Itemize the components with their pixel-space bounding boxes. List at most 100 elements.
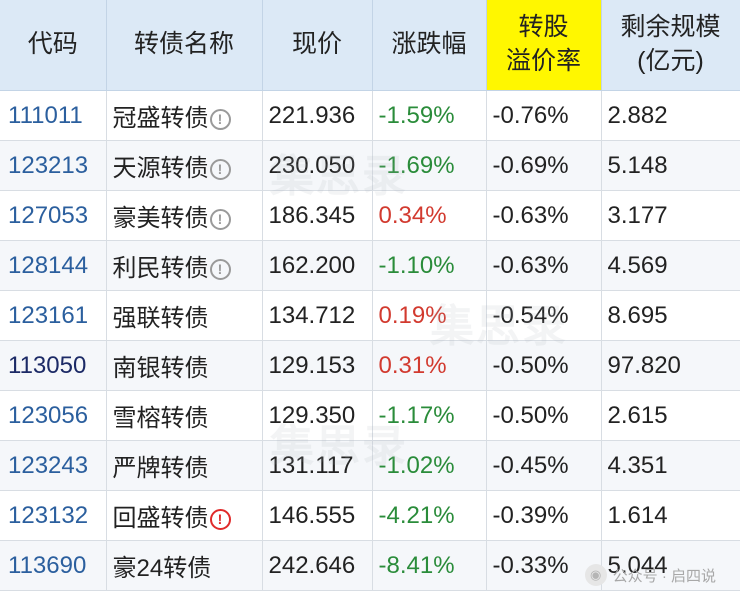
cell-price: 129.350 <box>261 390 373 441</box>
cell-scale-text: 5.148 <box>607 151 668 179</box>
header-code[interactable]: 代码 <box>0 0 107 91</box>
cell-scale-text: 4.351 <box>607 451 668 479</box>
cell-change-text: -1.02% <box>378 451 455 479</box>
cell-name[interactable]: 强联转债 <box>105 290 263 341</box>
cell-code[interactable]: 123056 <box>0 390 107 441</box>
cell-name-text: 严牌转债 <box>112 455 209 482</box>
cell-name[interactable]: 回盛转债! <box>105 490 263 541</box>
cell-code[interactable]: 127053 <box>0 190 107 241</box>
cell-premium-text: -0.39% <box>492 501 569 529</box>
table-row[interactable]: 113050 南银转债 129.153 0.31% -0.50% 97.820 <box>0 340 740 391</box>
cell-name[interactable]: 雪榕转债 <box>105 390 263 441</box>
cell-premium: -0.63% <box>485 190 602 241</box>
cell-scale: 1.614 <box>600 490 740 541</box>
cell-change-text: 0.19% <box>378 301 447 329</box>
header-scale[interactable]: 剩余规模 (亿元) <box>600 0 740 91</box>
cell-scale-text: 3.177 <box>607 201 668 229</box>
info-exclamation-icon[interactable]: ! <box>209 159 231 180</box>
cell-scale-text: 8.695 <box>607 301 668 329</box>
cell-scale-text: 2.615 <box>607 401 668 429</box>
cell-name-text: 利民转债 <box>112 255 209 282</box>
cell-price-text: 129.153 <box>268 351 356 379</box>
table-row[interactable]: 127053 豪美转债! 186.345 0.34% -0.63% 3.177 <box>0 190 740 241</box>
cell-price-text: 129.350 <box>268 401 356 429</box>
cell-scale: 4.569 <box>600 240 740 291</box>
cell-scale-text: 2.882 <box>607 101 668 129</box>
alert-exclamation-icon[interactable]: ! <box>209 509 231 530</box>
cell-code-text: 123132 <box>8 501 89 529</box>
cell-premium: -0.54% <box>485 290 602 341</box>
cell-change: -1.02% <box>371 440 487 491</box>
cell-price: 146.555 <box>261 490 373 541</box>
cell-name[interactable]: 南银转债 <box>105 340 263 391</box>
header-change[interactable]: 涨跌幅 <box>371 0 487 91</box>
cell-premium-text: -0.50% <box>492 401 569 429</box>
cell-name[interactable]: 豪美转债! <box>105 190 263 241</box>
cell-code[interactable]: 113050 <box>0 340 107 391</box>
cell-scale: 5.148 <box>600 140 740 191</box>
table-row[interactable]: 123132 回盛转债! 146.555 -4.21% -0.39% 1.614 <box>0 490 740 541</box>
cell-price-text: 186.345 <box>268 201 356 229</box>
cell-code[interactable]: 128144 <box>0 240 107 291</box>
table-row[interactable]: 111011 冠盛转债! 221.936 -1.59% -0.76% 2.882 <box>0 90 740 141</box>
cell-code-text: 113690 <box>8 551 87 579</box>
cell-code[interactable]: 113690 <box>0 540 107 591</box>
table-row[interactable]: 123243 严牌转债 131.117 -1.02% -0.45% 4.351 <box>0 440 740 491</box>
cell-scale: 8.695 <box>600 290 740 341</box>
cell-change: -1.10% <box>371 240 487 291</box>
cell-name[interactable]: 利民转债! <box>105 240 263 291</box>
cell-premium-text: -0.69% <box>492 151 569 179</box>
cell-code-text: 123243 <box>8 451 89 479</box>
header-premium[interactable]: 转股 溢价率 <box>485 0 602 91</box>
cell-change: -1.69% <box>371 140 487 191</box>
cell-name[interactable]: 严牌转债 <box>105 440 263 491</box>
cell-change: -1.17% <box>371 390 487 441</box>
cell-change-text: -4.21% <box>378 501 455 529</box>
cell-code[interactable]: 111011 <box>0 90 107 141</box>
cell-name[interactable]: 冠盛转债! <box>105 90 263 141</box>
cell-name-text: 天源转债 <box>112 155 209 182</box>
cell-premium: -0.50% <box>485 340 602 391</box>
cell-code[interactable]: 123213 <box>0 140 107 191</box>
cell-change: 0.19% <box>371 290 487 341</box>
cell-price: 162.200 <box>261 240 373 291</box>
header-premium-label: 转股 溢价率 <box>505 13 581 75</box>
cell-code[interactable]: 123132 <box>0 490 107 541</box>
table-row[interactable]: 123161 强联转债 134.712 0.19% -0.54% 8.695 <box>0 290 740 341</box>
cell-change: -4.21% <box>371 490 487 541</box>
cell-change: 0.34% <box>371 190 487 241</box>
cell-name-text: 强联转债 <box>112 305 209 332</box>
cell-change-text: -8.41% <box>378 551 455 579</box>
cell-premium-text: -0.63% <box>492 251 569 279</box>
table-row[interactable]: 123056 雪榕转债 129.350 -1.17% -0.50% 2.615 <box>0 390 740 441</box>
cell-premium-text: -0.50% <box>492 351 569 379</box>
credit-text: 公众号 · 启四说 <box>612 567 716 585</box>
header-price[interactable]: 现价 <box>261 0 373 91</box>
header-name[interactable]: 转债名称 <box>105 0 263 91</box>
table-row[interactable]: 128144 利民转债! 162.200 -1.10% -0.63% 4.569 <box>0 240 740 291</box>
cell-premium: -0.33% <box>485 540 602 591</box>
cell-scale: 5.044 <box>600 540 740 591</box>
table-row[interactable]: 113690 豪24转债 242.646 -8.41% -0.33% 5.044 <box>0 540 740 591</box>
cell-change: -8.41% <box>371 540 487 591</box>
info-exclamation-icon[interactable]: ! <box>209 209 231 230</box>
cell-name[interactable]: 豪24转债 <box>105 540 263 591</box>
cell-premium: -0.50% <box>485 390 602 441</box>
cell-scale: 3.177 <box>600 190 740 241</box>
table-body: 111011 冠盛转债! 221.936 -1.59% -0.76% 2.882 12321… <box>0 90 740 591</box>
info-exclamation-icon[interactable]: ! <box>209 109 231 130</box>
cell-change: -1.59% <box>371 90 487 141</box>
cell-scale-text: 97.820 <box>607 351 681 379</box>
cell-scale-text: 5.044 <box>607 551 668 579</box>
info-exclamation-icon[interactable]: ! <box>209 259 231 280</box>
cell-price: 129.153 <box>261 340 373 391</box>
cell-name[interactable]: 天源转债! <box>105 140 263 191</box>
cell-premium-text: -0.54% <box>492 301 569 329</box>
table-row[interactable]: 123213 天源转债! 230.050 -1.69% -0.69% 5.148 <box>0 140 740 191</box>
cell-price-text: 230.050 <box>268 151 356 179</box>
cell-price-text: 221.936 <box>268 101 356 129</box>
cell-code[interactable]: 123243 <box>0 440 107 491</box>
cell-price: 186.345 <box>261 190 373 241</box>
table-header-row: 代码 转债名称 现价 涨跌幅 转股 溢价率 剩余规模 (亿元) <box>0 0 740 91</box>
cell-code[interactable]: 123161 <box>0 290 107 341</box>
